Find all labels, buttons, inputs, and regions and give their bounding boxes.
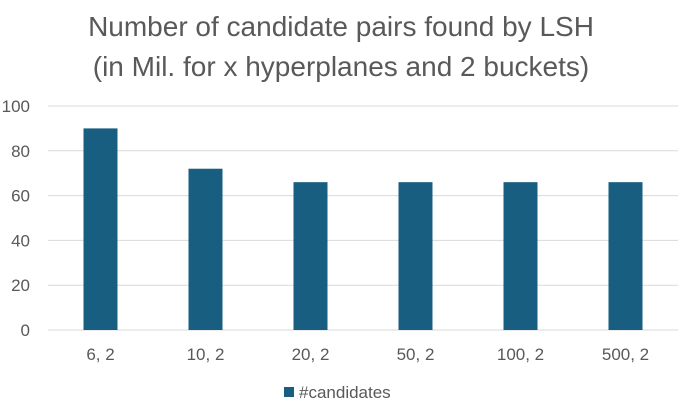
legend: #candidates — [284, 383, 391, 402]
y-tick-label: 0 — [21, 321, 30, 340]
y-tick-label: 80 — [11, 142, 30, 161]
x-tick-label: 50, 2 — [397, 345, 435, 364]
chart-title: Number of candidate pairs found by LSH — [88, 11, 594, 42]
x-axis-ticks: 6, 2 10, 2 20, 2 50, 2 100, 2 500, 2 — [86, 345, 649, 364]
legend-swatch — [284, 387, 294, 397]
x-tick-label: 500, 2 — [602, 345, 649, 364]
y-tick-label: 60 — [11, 187, 30, 206]
x-tick-label: 20, 2 — [292, 345, 330, 364]
bar — [188, 168, 223, 330]
bar — [608, 182, 643, 330]
gridlines — [48, 105, 678, 331]
bar — [398, 182, 433, 330]
bar — [293, 182, 328, 330]
bar — [503, 182, 538, 330]
y-tick-label: 40 — [11, 231, 30, 250]
chart-subtitle: (in Mil. for x hyperplanes and 2 buckets… — [93, 51, 589, 82]
y-tick-label: 100 — [2, 97, 30, 116]
y-axis-ticks: 0 20 40 60 80 100 — [2, 97, 30, 340]
x-tick-label: 6, 2 — [86, 345, 114, 364]
y-tick-label: 20 — [11, 276, 30, 295]
bars — [83, 128, 643, 330]
x-tick-label: 100, 2 — [497, 345, 544, 364]
bar — [83, 128, 118, 330]
x-tick-label: 10, 2 — [187, 345, 225, 364]
legend-label: #candidates — [299, 383, 391, 402]
